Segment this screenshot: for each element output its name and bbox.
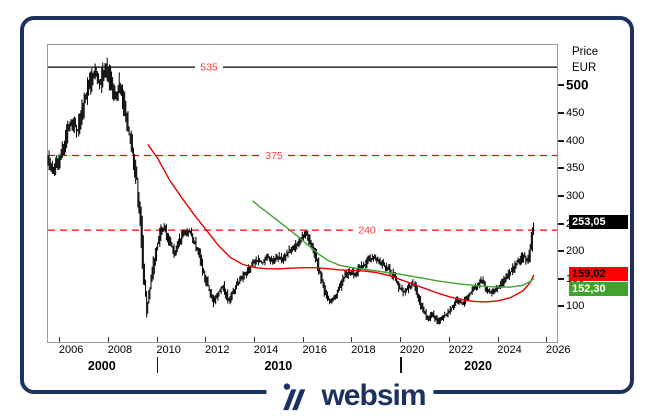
y-tick-dash-200 [558,250,564,253]
level-label-bg-240 [353,223,381,238]
decade-separator-2020 [400,357,402,373]
y-axis-title-eur: EUR [572,62,597,74]
decade-label-2000: 2000 [87,359,116,373]
y-tick-label-450: 450 [566,107,585,120]
last-price-badge: 253,05 [569,214,628,229]
y-tick-dash-500 [558,84,564,87]
websim-logo-icon [283,383,306,411]
x-tick-label-2010: 2010 [156,344,181,356]
x-tick-label-2012: 2012 [205,344,230,356]
y-tick-label-300: 300 [566,189,585,202]
level-label-535: 535 [200,62,218,74]
websim-logo: websim [266,378,434,412]
decade-separator-2010 [156,357,159,373]
x-tick-2026 [546,337,548,342]
price-chart-svg: 535 375 240 [47,57,557,325]
level-label-bg-535 [195,60,223,75]
x-tick-label-2016: 2016 [302,344,327,356]
price-chart-canvas: 535 375 240 [47,44,558,343]
x-tick-2016 [302,337,304,342]
x-tick-label-2008: 2008 [107,344,133,356]
y-tick-dash-400 [558,139,564,142]
y-tick-dash-100 [558,305,564,308]
y-tick-dash-150 [558,277,564,280]
x-tick-label-2006: 2006 [58,344,84,356]
x-tick-2024 [497,337,499,342]
y-tick-label-200: 200 [566,245,585,258]
y-tick-label-400: 400 [566,134,585,147]
level-label-375: 375 [265,150,283,162]
y-tick-label-350: 350 [566,162,585,175]
red-ma-value-badge: 159,02 [569,266,628,281]
x-tick-label-2024: 2024 [497,344,522,356]
x-tick-label-2026: 2026 [546,344,571,356]
x-tick-2008 [107,337,109,342]
y-tick-dash-300 [558,194,564,197]
y-axis-title-price: Price [572,46,599,58]
x-tick-2012 [205,337,207,342]
websim-logo-text: websim [321,379,426,412]
red-moving-average-line [147,144,535,303]
x-tick-2006 [59,337,61,342]
y-tick-dash-450 [558,112,564,115]
decade-label-2010: 2010 [264,359,293,373]
x-tick-label-2022: 2022 [448,344,474,356]
level-label-240: 240 [358,225,376,237]
x-tick-2020 [400,337,402,342]
level-label-bg-375 [260,148,288,163]
y-tick-dash-350 [558,167,564,170]
decade-label-2020: 2020 [464,359,492,373]
x-tick-label-2020: 2020 [399,344,425,356]
green-ma-value-badge: 152,30 [569,281,628,296]
x-tick-label-2014: 2014 [253,344,279,356]
y-tick-label-100: 100 [566,300,585,313]
green-moving-average-line [252,200,535,288]
x-tick-label-2018: 2018 [351,344,376,356]
x-tick-2014 [254,337,255,342]
x-tick-2010 [156,337,158,342]
y-tick-label-500: 500 [566,77,589,93]
x-tick-2018 [351,337,353,342]
price-bars-series [47,57,534,325]
x-tick-2022 [448,337,450,342]
y-tick-dash-250 [558,222,564,225]
